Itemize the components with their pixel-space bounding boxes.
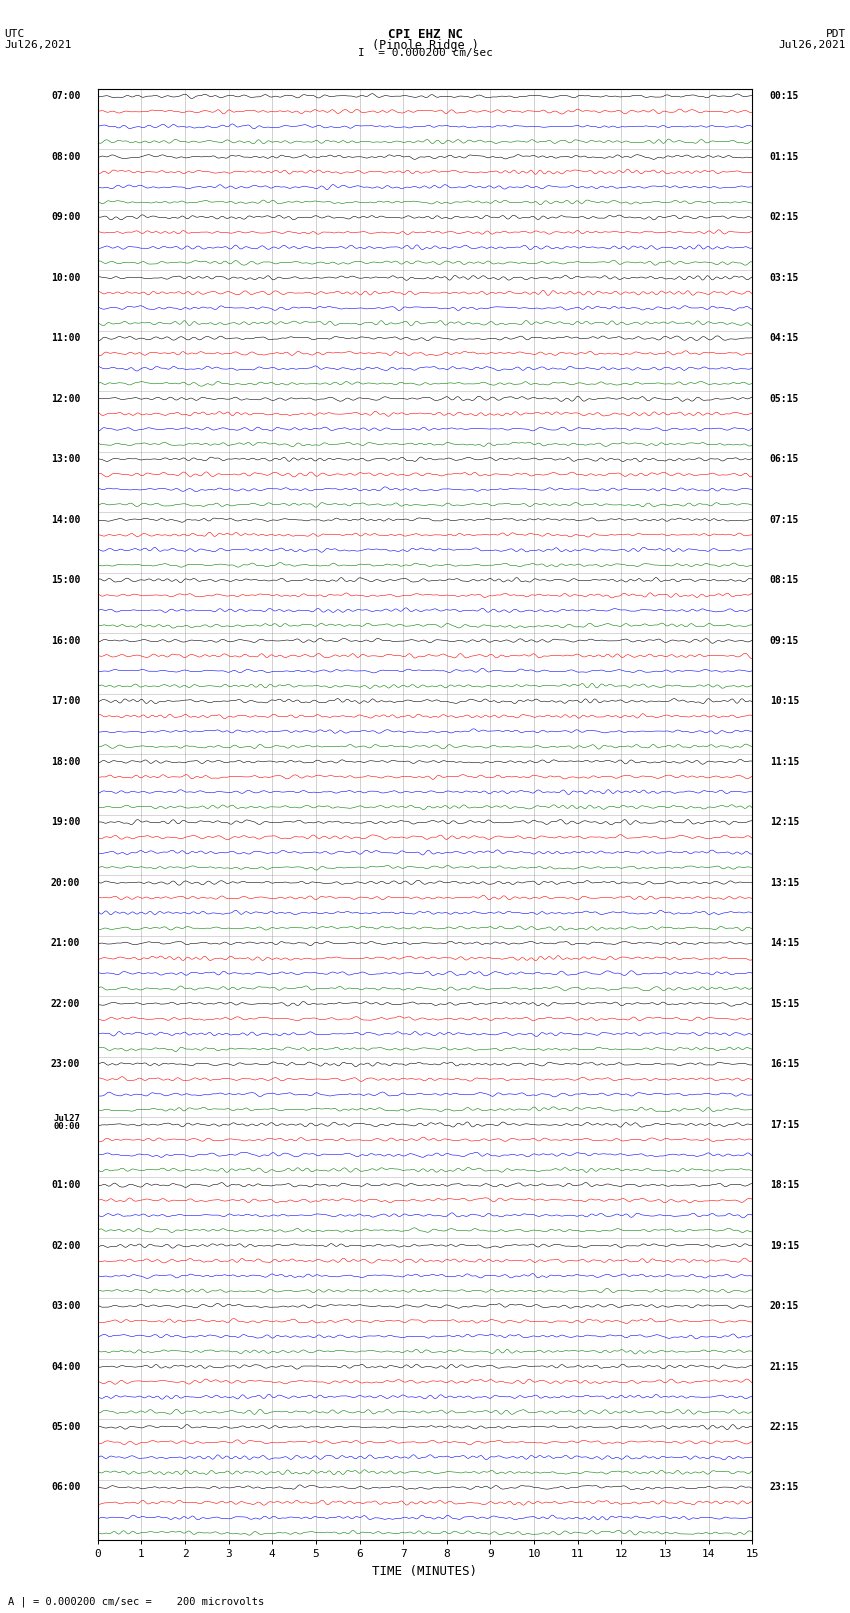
Text: 11:15: 11:15 [770,756,799,766]
Text: 12:00: 12:00 [51,394,80,403]
Text: 23:00: 23:00 [51,1060,80,1069]
Text: 07:15: 07:15 [770,515,799,524]
Text: 15:15: 15:15 [770,998,799,1008]
Text: 03:00: 03:00 [51,1302,80,1311]
Text: PDT: PDT [825,29,846,39]
Text: 18:15: 18:15 [770,1181,799,1190]
Text: 16:15: 16:15 [770,1060,799,1069]
Text: 01:00: 01:00 [51,1181,80,1190]
Text: Jul26,2021: Jul26,2021 [4,40,71,50]
Text: 00:00: 00:00 [54,1121,80,1131]
Text: 00:15: 00:15 [770,92,799,102]
Text: 08:15: 08:15 [770,576,799,586]
Text: 13:15: 13:15 [770,877,799,887]
Text: 09:00: 09:00 [51,213,80,223]
Text: 15:00: 15:00 [51,576,80,586]
Text: 22:00: 22:00 [51,998,80,1008]
Text: 23:15: 23:15 [770,1482,799,1492]
Text: 06:00: 06:00 [51,1482,80,1492]
Text: 21:00: 21:00 [51,939,80,948]
Text: (Pinole Ridge ): (Pinole Ridge ) [371,39,479,52]
Text: 14:15: 14:15 [770,939,799,948]
Text: 09:15: 09:15 [770,636,799,645]
Text: 20:00: 20:00 [51,877,80,887]
Text: 07:00: 07:00 [51,92,80,102]
Text: 05:00: 05:00 [51,1423,80,1432]
Text: 02:00: 02:00 [51,1240,80,1250]
Text: 21:15: 21:15 [770,1361,799,1371]
Text: 03:15: 03:15 [770,273,799,282]
Text: 14:00: 14:00 [51,515,80,524]
Text: 04:00: 04:00 [51,1361,80,1371]
Text: Jul26,2021: Jul26,2021 [779,40,846,50]
Text: 22:15: 22:15 [770,1423,799,1432]
Text: 20:15: 20:15 [770,1302,799,1311]
Text: 11:00: 11:00 [51,334,80,344]
Text: 08:00: 08:00 [51,152,80,161]
X-axis label: TIME (MINUTES): TIME (MINUTES) [372,1565,478,1578]
Text: 13:00: 13:00 [51,455,80,465]
Text: I  = 0.000200 cm/sec: I = 0.000200 cm/sec [358,48,492,58]
Text: 04:15: 04:15 [770,334,799,344]
Text: A | = 0.000200 cm/sec =    200 microvolts: A | = 0.000200 cm/sec = 200 microvolts [8,1595,264,1607]
Text: Jul27: Jul27 [54,1115,80,1123]
Text: 17:15: 17:15 [770,1119,799,1129]
Text: 17:00: 17:00 [51,697,80,706]
Text: 19:00: 19:00 [51,818,80,827]
Text: CPI EHZ NC: CPI EHZ NC [388,29,462,42]
Text: 10:15: 10:15 [770,697,799,706]
Text: 12:15: 12:15 [770,818,799,827]
Text: 01:15: 01:15 [770,152,799,161]
Text: UTC: UTC [4,29,25,39]
Text: 10:00: 10:00 [51,273,80,282]
Text: 18:00: 18:00 [51,756,80,766]
Text: 16:00: 16:00 [51,636,80,645]
Text: 05:15: 05:15 [770,394,799,403]
Text: 06:15: 06:15 [770,455,799,465]
Text: 02:15: 02:15 [770,213,799,223]
Text: 19:15: 19:15 [770,1240,799,1250]
